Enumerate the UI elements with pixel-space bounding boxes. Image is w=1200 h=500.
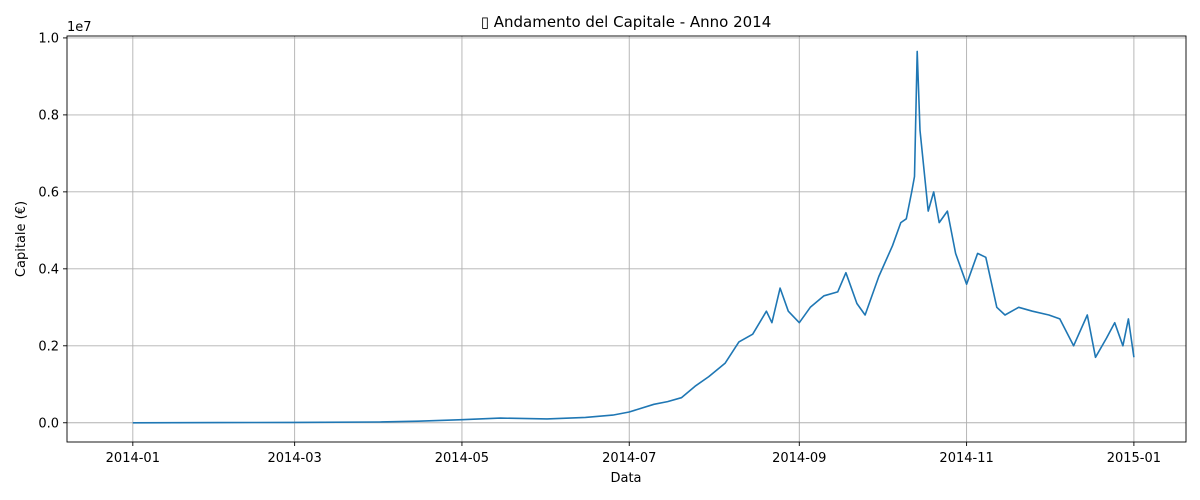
- y-tick-label: 0.8: [38, 108, 59, 123]
- x-tick-label: 2014-03: [267, 451, 321, 466]
- grid-lines: [67, 36, 1186, 442]
- y-tick-label: 0.6: [38, 185, 59, 200]
- y-offset-label: 1e7: [67, 20, 92, 35]
- x-tick-label: 2015-01: [1107, 451, 1161, 466]
- chart-title: ▯ Andamento del Capitale - Anno 2014: [481, 13, 772, 31]
- y-axis-title: Capitale (€): [14, 201, 29, 277]
- x-tick-label: 2014-11: [939, 451, 993, 466]
- series-line: [132, 50, 1135, 424]
- x-tick-label: 2014-01: [106, 451, 160, 466]
- x-axis-title: Data: [610, 471, 641, 486]
- x-tick-label: 2014-07: [602, 451, 656, 466]
- x-tick-label: 2014-09: [772, 451, 826, 466]
- y-axis: 0.0 0.2 0.4 0.6 0.8 1.0: [38, 31, 67, 431]
- x-tick-label: 2014-05: [435, 451, 489, 466]
- y-tick-label: 0.0: [38, 416, 59, 431]
- y-tick-label: 0.2: [38, 339, 59, 354]
- x-axis: 2014-01 2014-03 2014-05 2014-07 2014-09 2014-…: [106, 442, 1161, 466]
- y-tick-label: 0.4: [38, 262, 59, 277]
- plot-frame: [66, 35, 1187, 443]
- y-tick-label: 1.0: [38, 31, 59, 46]
